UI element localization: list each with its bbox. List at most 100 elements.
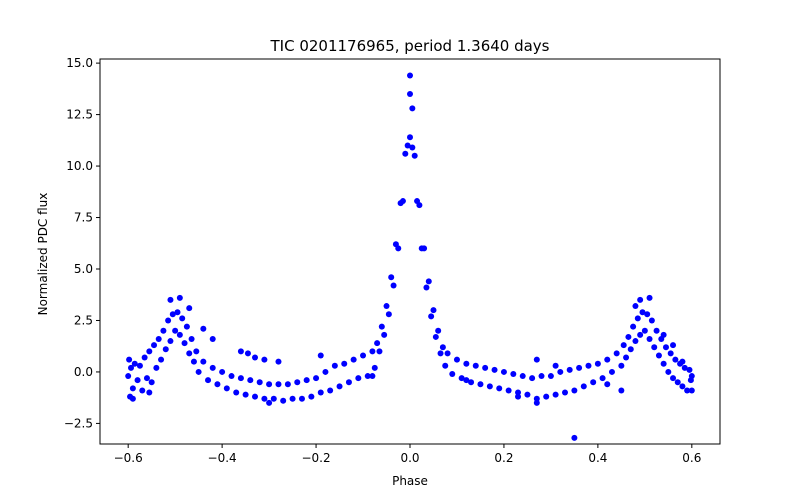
- data-point-0-14: [153, 364, 160, 371]
- plot-area-frame: [99, 58, 721, 445]
- data-point-0-53: [294, 379, 301, 386]
- data-point-0-122: [529, 375, 536, 382]
- data-point-0-88: [409, 105, 416, 112]
- data-point-0-42: [242, 391, 249, 398]
- data-point-0-69: [369, 348, 376, 355]
- data-point-0-12: [148, 379, 155, 386]
- data-point-0-18: [162, 346, 169, 353]
- y-tick-label-6: 12.5: [66, 108, 93, 122]
- data-point-0-23: [174, 309, 181, 316]
- data-point-0-44: [252, 393, 258, 400]
- data-point-0-153: [646, 336, 653, 342]
- data-point-0-47: [266, 381, 273, 388]
- data-point-0-75: [383, 303, 390, 310]
- data-point-0-180: [252, 354, 258, 361]
- data-point-0-57: [313, 375, 320, 382]
- data-point-0-62: [336, 383, 343, 390]
- data-point-0-120: [519, 373, 526, 380]
- data-point-0-68: [364, 373, 371, 380]
- x-tick-label-1: −0.4: [208, 451, 237, 465]
- data-point-0-110: [472, 362, 479, 369]
- data-point-0-54: [298, 395, 305, 402]
- x-tick-label-5: 0.4: [588, 451, 607, 465]
- data-point-0-202: [604, 381, 611, 388]
- data-point-0-85: [407, 91, 413, 97]
- data-point-0-8: [139, 387, 146, 394]
- data-point-0-119: [515, 389, 522, 396]
- data-point-0-30: [190, 358, 197, 365]
- data-point-0-163: [670, 375, 677, 382]
- data-point-0-131: [571, 387, 578, 394]
- data-point-0-29: [188, 336, 195, 342]
- data-point-0-134: [585, 362, 592, 369]
- data-point-0-48: [270, 395, 277, 402]
- data-point-0-167: [679, 383, 686, 390]
- data-point-0-145: [627, 346, 634, 353]
- data-point-0-124: [538, 373, 545, 380]
- data-point-0-175: [186, 305, 193, 312]
- data-point-0-111: [477, 381, 484, 388]
- data-point-0-137: [599, 375, 606, 382]
- data-point-0-50: [280, 397, 287, 404]
- data-point-0-1: [126, 356, 133, 363]
- data-point-0-141: [618, 362, 625, 369]
- data-point-0-64: [345, 379, 352, 386]
- data-point-0-147: [632, 338, 639, 345]
- data-point-0-55: [303, 377, 310, 384]
- data-point-0-160: [662, 344, 669, 351]
- data-point-0-26: [181, 340, 188, 347]
- data-point-0-155: [651, 344, 658, 351]
- data-point-0-51: [284, 381, 291, 388]
- y-tick-label-0: −2.5: [64, 416, 93, 430]
- data-point-0-70: [371, 364, 378, 371]
- data-point-0-156: [653, 327, 660, 334]
- data-point-0-168: [681, 364, 688, 371]
- data-point-0-191: [679, 358, 686, 365]
- y-tick-label-3: 5.0: [74, 262, 93, 276]
- data-point-0-60: [327, 387, 334, 394]
- data-point-0-82: [399, 198, 406, 205]
- data-point-0-179: [244, 350, 251, 357]
- data-point-0-161: [665, 368, 672, 375]
- data-point-0-39: [228, 373, 235, 380]
- data-point-0-113: [486, 383, 493, 390]
- data-point-0-3: [128, 364, 134, 371]
- data-point-0-118: [510, 371, 517, 377]
- data-point-0-73: [378, 323, 385, 330]
- data-point-0-6: [134, 377, 141, 384]
- data-point-0-84: [404, 142, 411, 149]
- data-point-0-35: [209, 364, 216, 371]
- data-point-0-164: [672, 356, 679, 363]
- data-point-0-80: [395, 245, 402, 252]
- y-tick-label-4: 7.5: [74, 211, 93, 225]
- data-point-0-5: [131, 360, 138, 367]
- data-point-0-32: [195, 368, 202, 375]
- data-point-0-71: [374, 340, 381, 347]
- data-point-0-11: [146, 348, 153, 355]
- data-point-0-107: [458, 375, 465, 382]
- data-point-0-150: [639, 309, 646, 316]
- data-point-0-21: [169, 311, 176, 318]
- data-point-0-193: [646, 294, 653, 301]
- data-point-0-109: [468, 379, 475, 386]
- data-point-0-199: [463, 377, 470, 384]
- x-tick-label-0: −0.6: [114, 451, 143, 465]
- data-point-0-189: [660, 331, 667, 338]
- data-point-0-143: [623, 354, 630, 361]
- data-point-0-112: [482, 364, 489, 371]
- data-point-0-31: [193, 348, 200, 355]
- data-point-0-188: [618, 387, 625, 394]
- chart-title: TIC 0201176965, period 1.3640 days: [269, 37, 549, 55]
- x-tick-label-2: −0.2: [301, 451, 330, 465]
- data-point-0-185: [369, 373, 376, 380]
- data-point-0-90: [411, 152, 418, 159]
- data-point-0-97: [428, 313, 435, 320]
- data-point-0-106: [453, 356, 460, 363]
- data-point-0-115: [496, 385, 503, 392]
- data-point-0-187: [552, 362, 559, 369]
- data-point-0-126: [547, 373, 554, 380]
- data-point-0-63: [341, 360, 348, 367]
- data-point-0-58: [317, 389, 324, 396]
- data-point-0-174: [176, 294, 183, 301]
